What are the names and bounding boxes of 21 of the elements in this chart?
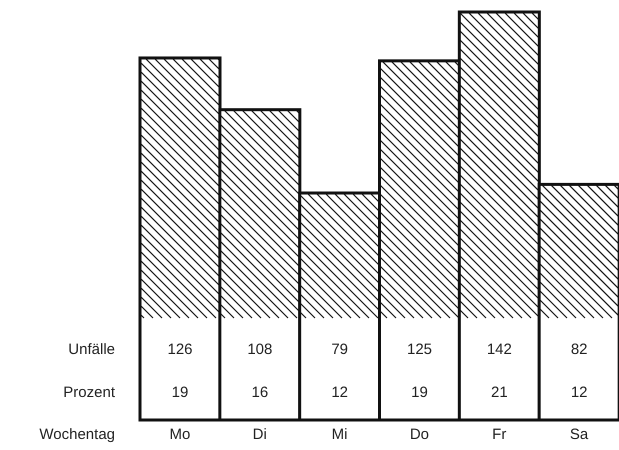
series-label: Unfälle — [68, 340, 115, 358]
annotation: 12 — [331, 384, 348, 401]
data-label: 79 — [331, 340, 348, 358]
x-tick-label: Mo — [169, 426, 190, 443]
x-tick-label: Mi — [332, 426, 348, 443]
x-tick-label: Di — [252, 426, 267, 443]
data-label: 142 — [486, 340, 512, 358]
x-tick-label: Fr — [492, 426, 506, 443]
annotation: 21 — [490, 384, 508, 401]
annotation: 19 — [411, 384, 428, 401]
text: Prozent — [63, 384, 116, 401]
data-label: 82 — [570, 340, 588, 358]
data-label: 108 — [247, 340, 272, 358]
x-tick-label: Sa — [570, 426, 589, 443]
x-tick-label: Do — [410, 426, 430, 443]
annotation: 12 — [570, 384, 588, 401]
data-label: 126 — [167, 340, 193, 358]
annotation: 19 — [172, 384, 188, 401]
data-label: 125 — [406, 340, 432, 358]
annotation: 16 — [251, 384, 268, 401]
x-axis-title: Wochentag — [39, 426, 115, 443]
